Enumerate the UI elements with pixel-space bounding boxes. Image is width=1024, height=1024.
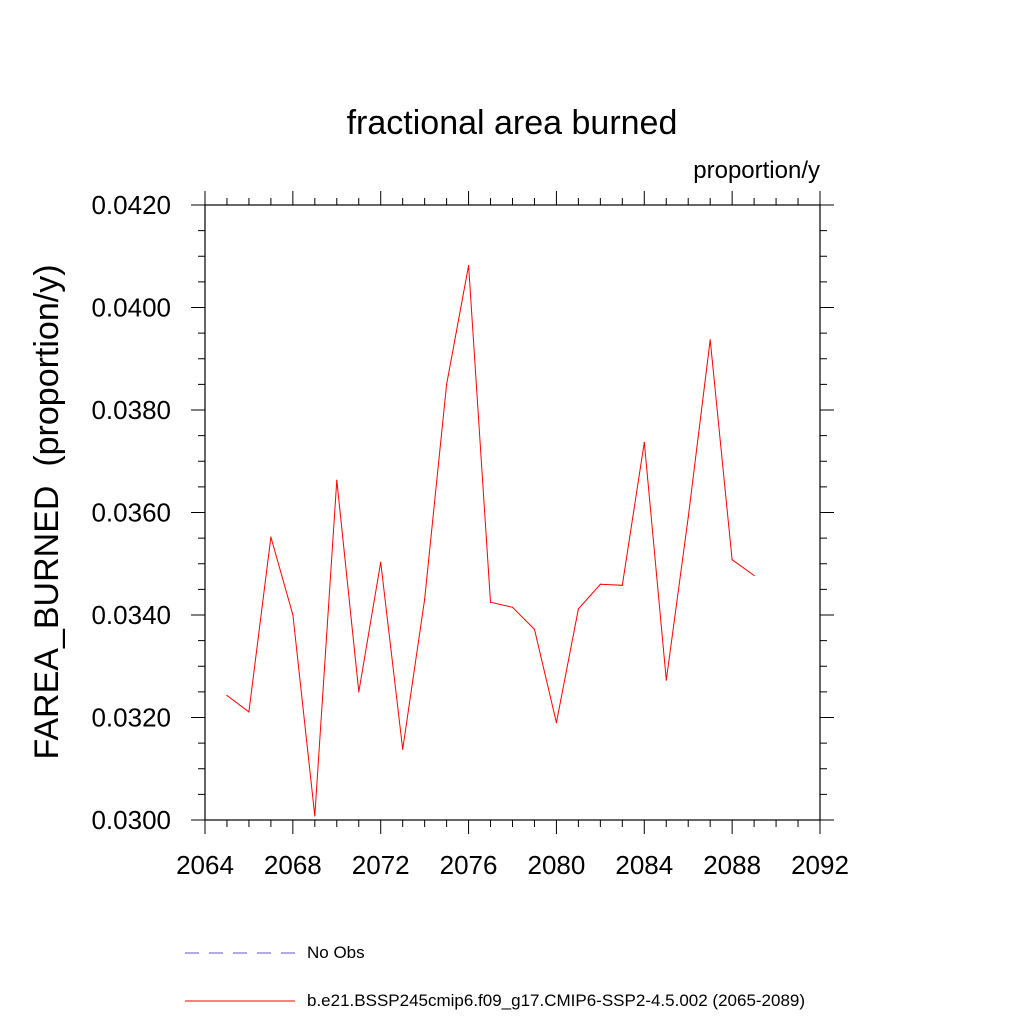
data-point [665, 679, 667, 681]
data-point [643, 441, 645, 443]
chart-title: fractional area burned [346, 104, 678, 142]
data-point [489, 601, 492, 603]
x-tick-label: 2068 [264, 850, 322, 880]
x-tick-label: 2092 [791, 850, 849, 880]
x-tick-label: 2072 [352, 850, 410, 880]
y-tick-label: 0.0300 [91, 805, 171, 835]
data-point [577, 608, 579, 610]
data-point [270, 536, 272, 538]
units-label: proportion/y [693, 157, 820, 184]
data-point [292, 614, 294, 616]
data-point [599, 583, 601, 585]
x-tick-label: 2064 [176, 850, 234, 880]
x-tick-label: 2088 [703, 850, 761, 880]
y-tick-label: 0.0340 [91, 600, 171, 630]
data-point [687, 517, 689, 519]
y-tick-label: 0.0400 [91, 293, 171, 323]
series-line [226, 265, 755, 816]
data-point [511, 606, 514, 608]
y-tick-label: 0.0360 [91, 498, 171, 528]
data-point [709, 339, 711, 341]
y-tick-label: 0.0380 [91, 395, 171, 425]
x-tick-label: 2084 [615, 850, 673, 880]
data-point [336, 479, 338, 481]
data-point [402, 748, 404, 750]
data-point [248, 711, 250, 713]
data-point [731, 559, 733, 561]
data-point [555, 722, 558, 724]
data-point [226, 694, 228, 697]
legend-label-series: b.e21.BSSP245cmip6.f09_g17.CMIP6-SSP2-4.… [307, 991, 806, 1010]
legend-label-no-obs: No Obs [307, 943, 365, 962]
data-point [467, 264, 470, 267]
data-point [314, 815, 316, 817]
y-tick-label: 0.0320 [91, 703, 171, 733]
x-tick-label: 2080 [528, 850, 586, 880]
data-point [424, 599, 426, 601]
x-tick-label: 2076 [440, 850, 498, 880]
data-point [533, 628, 536, 630]
y-tick-label: 0.0420 [91, 190, 171, 220]
data-point [446, 383, 448, 385]
data-point [753, 574, 755, 577]
data-point [358, 691, 360, 693]
data-point [621, 584, 623, 586]
data-point [380, 561, 382, 563]
